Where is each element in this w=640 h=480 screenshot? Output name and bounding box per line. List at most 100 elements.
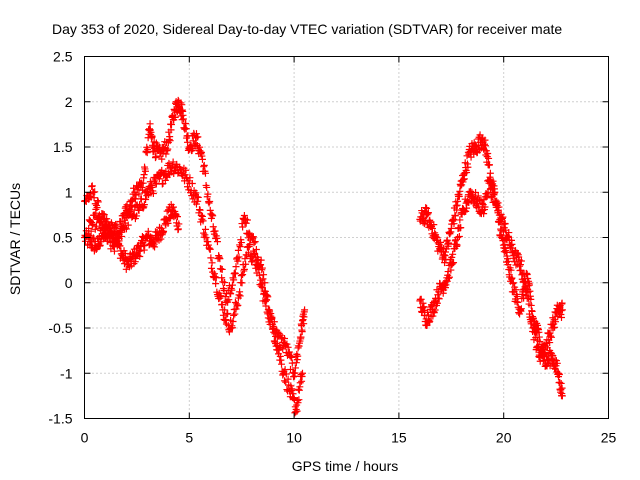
data-point [450, 259, 458, 267]
data-point [201, 225, 209, 233]
data-point [158, 155, 166, 163]
data-point [517, 266, 525, 274]
data-point [206, 245, 214, 253]
data-point [152, 153, 160, 161]
data-point [450, 220, 458, 228]
data-point [175, 220, 183, 228]
data-point [94, 198, 102, 206]
data-point [422, 204, 430, 212]
data-point [231, 270, 239, 278]
y-tick-label: 1.5 [53, 139, 73, 155]
data-point [508, 274, 516, 282]
data-point [555, 371, 563, 379]
data-point [295, 396, 303, 404]
data-point [257, 256, 265, 264]
data-point [484, 149, 492, 157]
data-point [448, 260, 456, 268]
data-point [552, 318, 560, 326]
data-point [298, 328, 306, 336]
data-point [557, 314, 565, 322]
data-point [517, 305, 525, 313]
data-point [558, 392, 566, 400]
data-point [255, 271, 263, 279]
data-point [224, 309, 232, 317]
data-point [456, 216, 464, 224]
x-tick-label: 10 [286, 430, 302, 446]
data-point [239, 223, 247, 231]
data-point [260, 289, 268, 297]
data-point [200, 161, 208, 169]
data-point [238, 279, 246, 287]
data-point [173, 213, 181, 221]
data-point [547, 332, 555, 340]
data-point [478, 199, 486, 207]
data-point [142, 195, 150, 203]
data-point [546, 339, 554, 347]
data-point [445, 239, 453, 247]
data-point [239, 271, 247, 279]
data-point [236, 243, 244, 251]
data-point [118, 232, 126, 240]
data-point [178, 116, 186, 124]
data-point [517, 257, 525, 265]
data-point [192, 189, 200, 197]
data-point [557, 379, 565, 387]
data-point [251, 250, 259, 258]
data-point [212, 280, 220, 288]
data-point [507, 244, 515, 252]
data-point [252, 245, 260, 253]
data-point [184, 138, 192, 146]
data-point [489, 185, 497, 193]
data-point [155, 175, 163, 183]
data-points [81, 96, 566, 417]
data-point [553, 359, 561, 367]
data-point [194, 193, 202, 201]
data-point [225, 296, 233, 304]
data-point [132, 191, 140, 199]
data-point [266, 308, 274, 316]
data-point [462, 207, 470, 215]
data-point [221, 306, 229, 314]
data-point [206, 197, 214, 205]
data-point [296, 379, 304, 387]
grid-lines [84, 56, 609, 419]
data-point [257, 276, 265, 284]
data-point [182, 125, 190, 133]
data-point [301, 306, 309, 314]
data-point [502, 248, 510, 256]
data-point [556, 378, 564, 386]
data-point [234, 246, 242, 254]
data-point [258, 283, 266, 291]
data-point [151, 243, 159, 251]
plot-border [84, 56, 609, 419]
y-tick-label: -1.5 [48, 411, 72, 427]
data-point [146, 178, 154, 186]
data-point [527, 295, 535, 303]
data-point [204, 190, 212, 198]
data-point [538, 343, 546, 351]
data-point [463, 152, 471, 160]
data-point [456, 187, 464, 195]
data-point [445, 274, 453, 282]
data-point [240, 265, 248, 273]
y-tick-label: -1 [60, 365, 73, 381]
data-point [278, 360, 286, 368]
data-point [196, 206, 204, 214]
data-point [262, 302, 270, 310]
data-point [529, 314, 537, 322]
data-point [93, 203, 101, 211]
data-point [443, 277, 451, 285]
data-point [446, 273, 454, 281]
data-point [536, 338, 544, 346]
data-point [234, 257, 242, 265]
data-point [184, 183, 192, 191]
data-point [457, 224, 465, 232]
data-point [505, 229, 513, 237]
data-point [90, 194, 98, 202]
data-point [455, 233, 463, 241]
data-point [209, 212, 217, 220]
data-point [231, 310, 239, 318]
data-point [251, 238, 259, 246]
data-point [558, 384, 566, 392]
data-point [423, 204, 431, 212]
